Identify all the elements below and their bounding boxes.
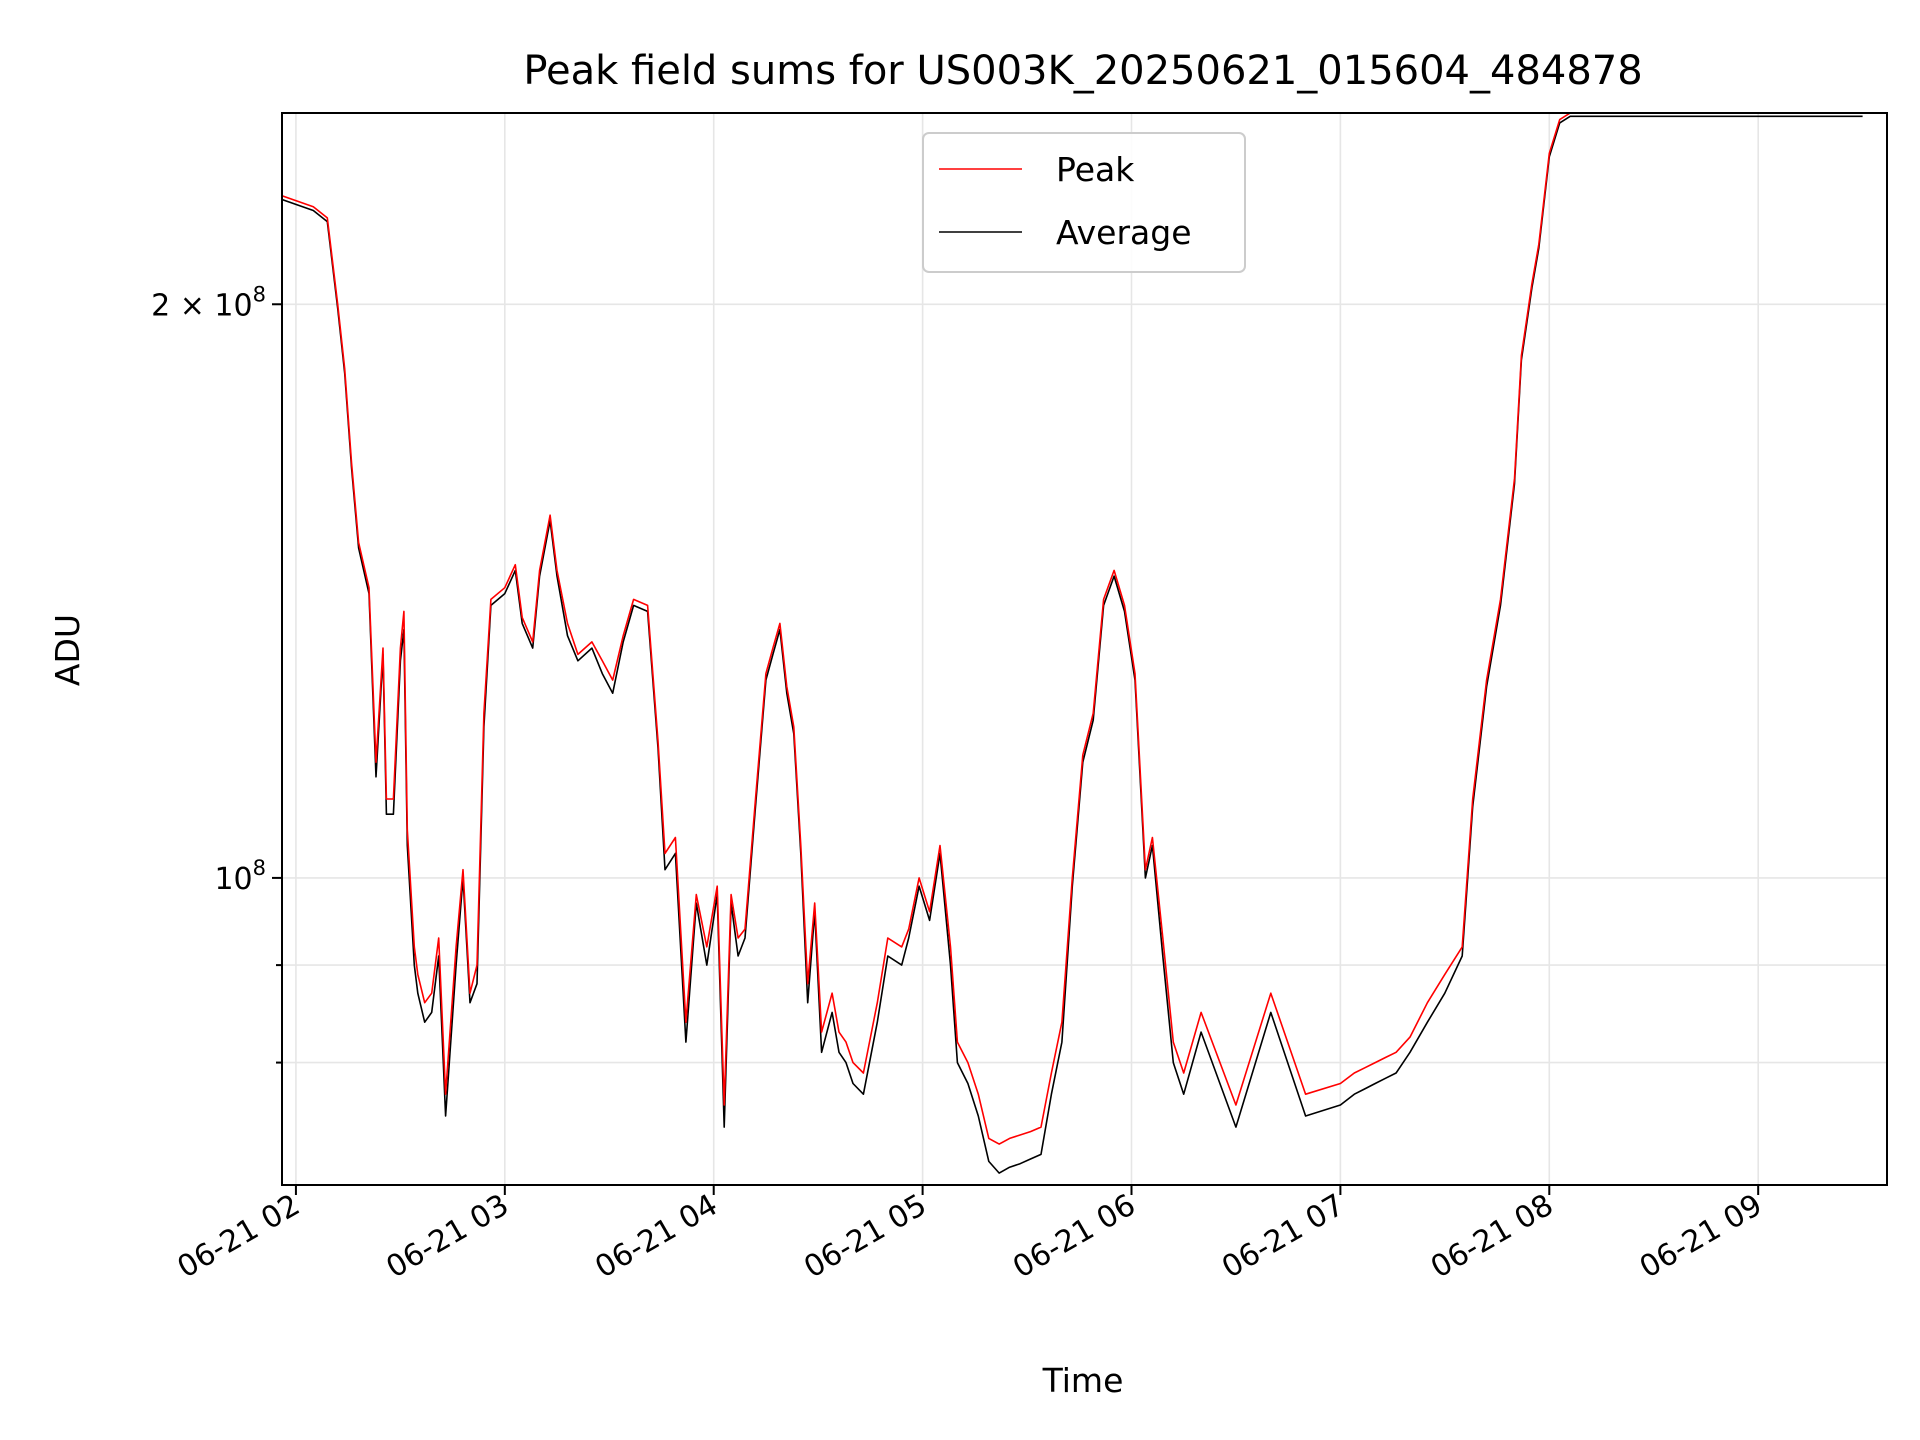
series-line-peak — [282, 113, 1863, 1145]
legend: Peak Average — [922, 132, 1246, 273]
y-tick-label: 2 × 108 — [151, 282, 266, 323]
plot-frame — [281, 112, 1888, 1186]
legend-label-average: Average — [1056, 213, 1192, 252]
y-tick-label: 108 — [214, 856, 266, 897]
legend-box — [922, 132, 1246, 273]
x-axis-label: Time — [1042, 1361, 1124, 1400]
grid-lines — [282, 113, 1887, 1185]
y-axis-label: ADU — [48, 614, 87, 686]
series-layer — [282, 113, 1863, 1174]
legend-label-peak: Peak — [1056, 150, 1135, 189]
y-axis-ticks: 108 2 × 108 — [151, 282, 282, 1064]
chart-title: Peak field sums for US003K_20250621_0156… — [523, 48, 1642, 94]
